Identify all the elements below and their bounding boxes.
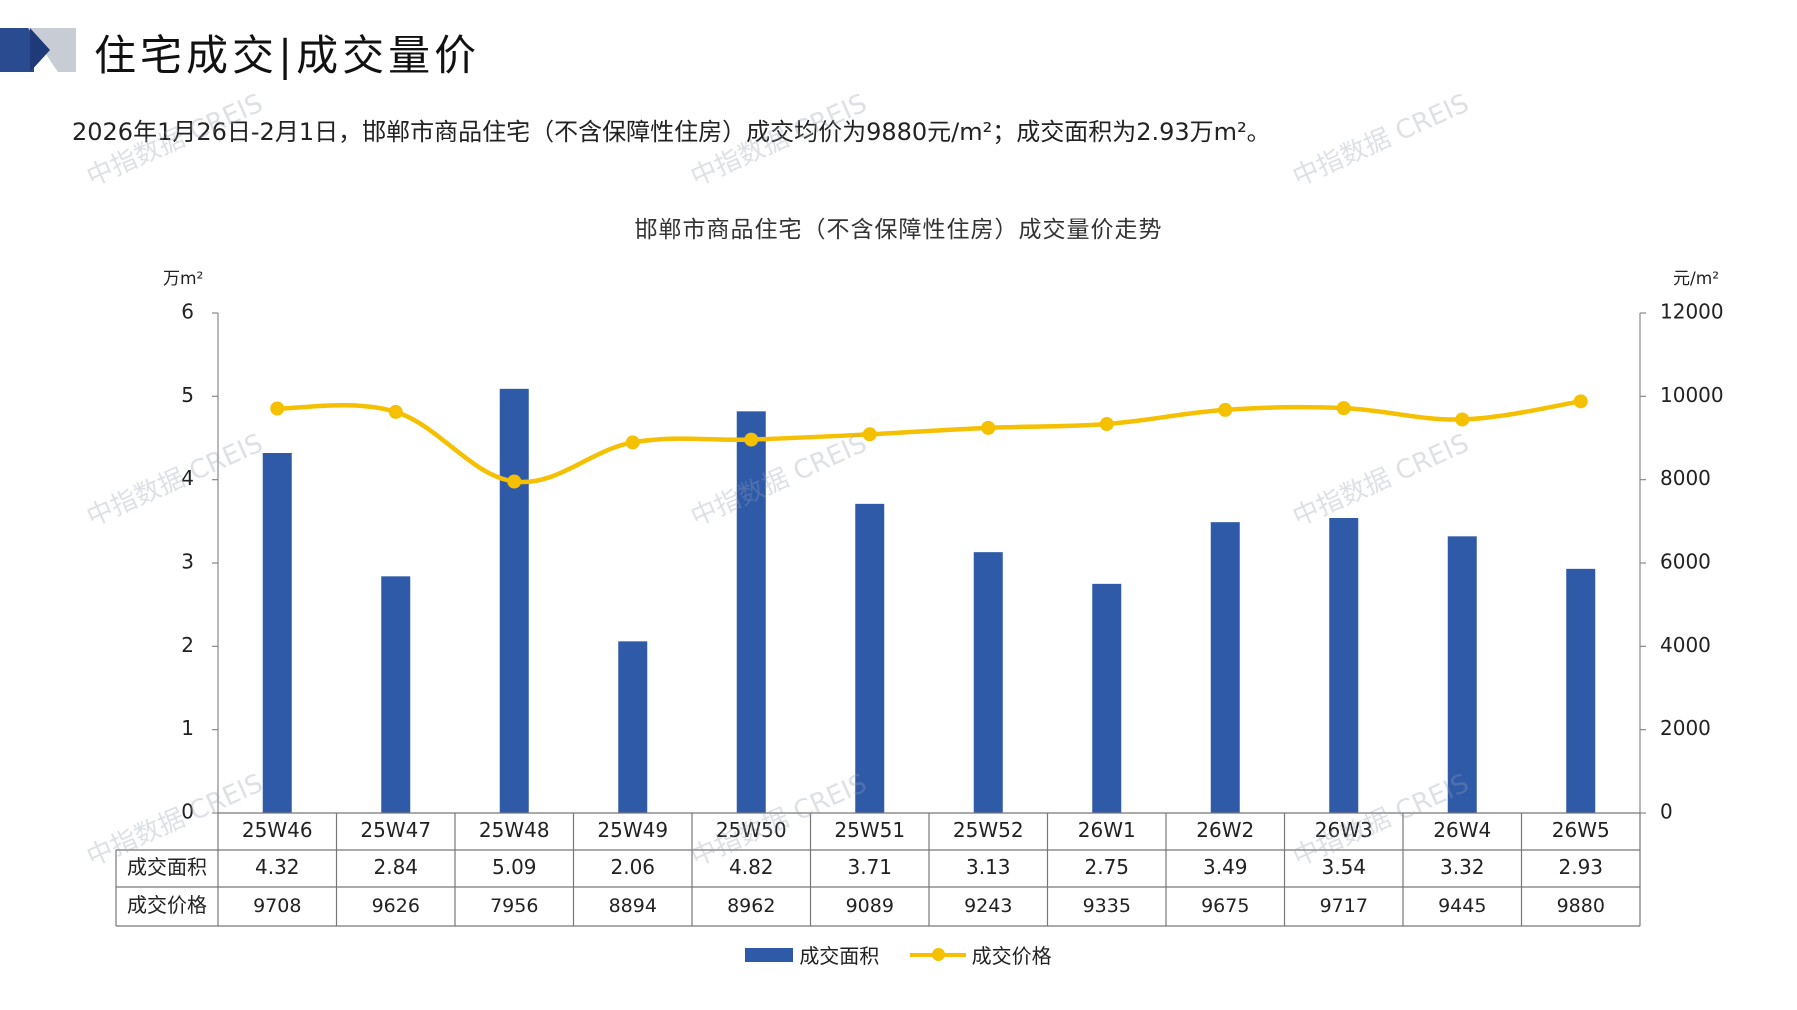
table-cell-area: 2.06: [610, 855, 655, 879]
x-axis-tick-label: 25W50: [716, 818, 787, 842]
legend-item-price: 成交价格: [909, 940, 1052, 969]
chart-legend: 成交面积 成交价格: [0, 940, 1797, 969]
right-axis-tick-label: 10000: [1660, 383, 1724, 407]
left-axis-tick-label: 5: [181, 383, 194, 407]
table-row-header: 成交价格: [127, 893, 207, 917]
bar-area: [1210, 522, 1240, 813]
bar-area: [1092, 583, 1122, 813]
price-point: [1218, 402, 1233, 417]
right-axis-tick-label: 12000: [1660, 300, 1724, 324]
right-axis-tick-label: 2000: [1660, 716, 1711, 740]
bar-area: [499, 388, 529, 813]
x-axis-tick-label: 25W49: [597, 818, 668, 842]
left-axis-tick-label: 4: [181, 466, 194, 490]
left-axis-tick-label: 1: [181, 716, 194, 740]
bar-area: [736, 411, 766, 813]
table-cell-area: 4.32: [255, 855, 300, 879]
x-axis-tick-label: 26W3: [1315, 818, 1373, 842]
table-cell-area: 3.13: [966, 855, 1011, 879]
table-cell-area: 4.82: [729, 855, 774, 879]
x-axis-tick-label: 26W2: [1196, 818, 1254, 842]
table-cell-price: 9708: [253, 895, 301, 917]
bar-area: [1447, 536, 1477, 813]
bar-area: [262, 453, 292, 813]
table-cell-area: 3.54: [1321, 855, 1366, 879]
table-row-header: 成交面积: [127, 855, 207, 879]
legend-label-area: 成交面积: [799, 944, 880, 968]
right-axis-tick-label: 6000: [1660, 550, 1711, 574]
price-point: [981, 420, 996, 435]
left-axis-unit: 万m²: [163, 269, 204, 289]
table-cell-price: 8962: [727, 895, 775, 917]
price-point: [1455, 412, 1470, 427]
table-cell-area: 2.93: [1558, 855, 1603, 879]
summary-text: 2026年1月26日-2月1日，邯郸市商品住宅（不含保障性住房）成交均价为988…: [72, 118, 1271, 146]
table-cell-price: 9445: [1438, 895, 1486, 917]
legend-label-price: 成交价格: [971, 944, 1052, 968]
bar-area: [855, 503, 885, 813]
x-axis-tick-label: 25W46: [242, 818, 313, 842]
table-cell-area: 3.32: [1440, 855, 1485, 879]
table-cell-price: 8894: [609, 895, 657, 917]
right-axis-tick-label: 0: [1660, 800, 1673, 824]
legend-line-swatch: [909, 947, 966, 961]
right-axis-unit: 元/m²: [1673, 269, 1720, 289]
table-cell-price: 9243: [964, 895, 1012, 917]
left-axis-tick-label: 6: [181, 300, 194, 324]
price-line: [277, 399, 1582, 485]
price-point: [388, 404, 403, 419]
left-axis-tick-label: 3: [181, 550, 194, 574]
x-axis-tick-label: 25W52: [953, 818, 1024, 842]
price-point: [744, 432, 759, 447]
legend-bar-swatch: [745, 947, 794, 962]
bar-area: [618, 641, 648, 813]
legend-item-area: 成交面积: [745, 940, 879, 969]
brand-logo: [0, 28, 76, 72]
price-point: [270, 401, 285, 416]
price-point: [1573, 394, 1588, 409]
bar-area: [1329, 518, 1359, 813]
price-point: [507, 474, 522, 489]
price-point: [1336, 401, 1351, 416]
table-cell-area: 3.71: [847, 855, 892, 879]
x-axis-tick-label: 26W1: [1078, 818, 1136, 842]
right-axis-tick-label: 4000: [1660, 633, 1711, 657]
x-axis-tick-label: 25W51: [834, 818, 905, 842]
table-cell-price: 9335: [1083, 895, 1131, 917]
table-cell-area: 2.75: [1084, 855, 1129, 879]
price-point: [862, 427, 877, 442]
table-cell-price: 9880: [1557, 895, 1605, 917]
bar-area: [973, 552, 1003, 813]
bar-area: [381, 576, 411, 813]
table-cell-price: 9675: [1201, 895, 1249, 917]
x-axis-tick-label: 26W5: [1552, 818, 1610, 842]
table-cell-price: 9089: [846, 895, 894, 917]
price-point: [1099, 417, 1114, 432]
bar-area: [1566, 568, 1596, 813]
x-axis-tick-label: 25W47: [360, 818, 431, 842]
x-axis-tick-label: 25W48: [479, 818, 550, 842]
table-cell-price: 9717: [1320, 895, 1368, 917]
table-cell-area: 3.49: [1203, 855, 1248, 879]
page-title: 住宅成交|成交量价: [94, 31, 481, 80]
table-cell-price: 7956: [490, 895, 538, 917]
left-axis-tick-label: 2: [181, 633, 194, 657]
left-axis-tick-label: 0: [181, 800, 194, 824]
price-point: [625, 435, 640, 450]
chart-title: 邯郸市商品住宅（不含保障性住房）成交量价走势: [634, 217, 1163, 243]
table-cell-area: 5.09: [492, 855, 537, 879]
table-cell-area: 2.84: [373, 855, 418, 879]
table-cell-price: 9626: [372, 895, 420, 917]
right-axis-tick-label: 8000: [1660, 466, 1711, 490]
x-axis-tick-label: 26W4: [1433, 818, 1491, 842]
legend-dot-swatch: [931, 947, 945, 961]
